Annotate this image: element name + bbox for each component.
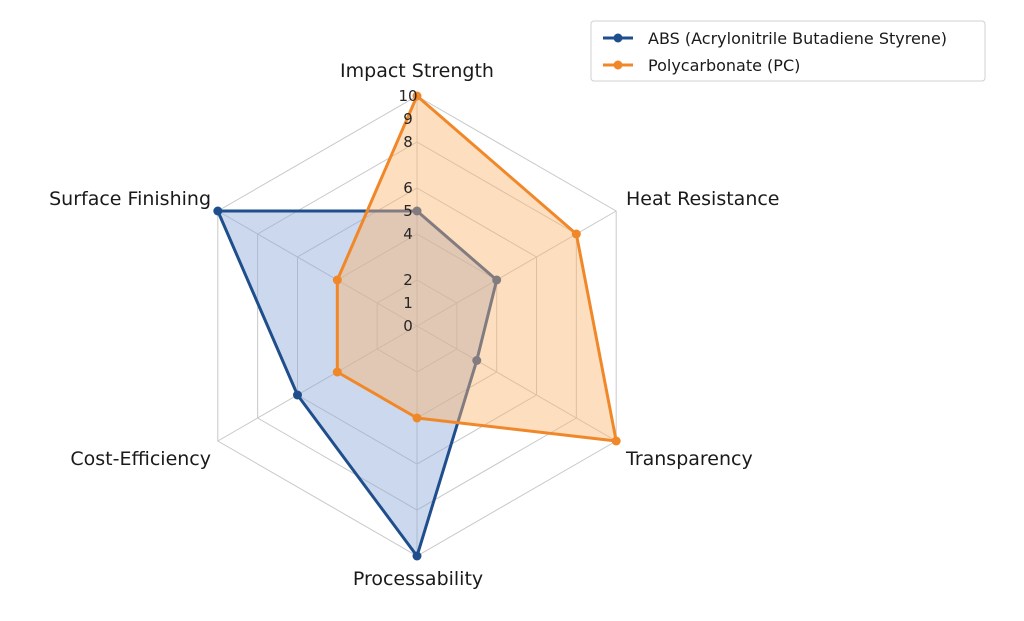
tick-label-6: 6: [403, 179, 413, 197]
axis-label-surface-finishing: Surface Finishing: [49, 188, 211, 210]
axis-label-heat-resistance: Heat Resistance: [626, 188, 780, 210]
grid-spoke-cost-efficiency: [217, 325, 418, 442]
data-point-pc-cost-efficiency: [332, 367, 342, 377]
legend-label-abs: ABS (Acrylonitrile Butadiene Styrene): [648, 29, 947, 48]
series-area-pc: [337, 96, 617, 441]
grid-spoke-transparency: [416, 325, 617, 442]
grid-spoke-surface-finishing: [217, 210, 418, 327]
tick-label-1: 1: [403, 294, 413, 312]
legend-label-pc: Polycarbonate (PC): [648, 56, 800, 75]
data-point-abs-surface-finishing: [213, 206, 223, 216]
tick-label-0: 0: [403, 317, 413, 335]
data-point-pc-processability: [412, 413, 422, 423]
data-point-abs-cost-efficiency: [292, 390, 302, 400]
radar-series: [213, 91, 621, 561]
tick-label-4: 4: [403, 225, 413, 243]
tick-label-5: 5: [403, 202, 413, 220]
data-point-pc-transparency: [611, 436, 621, 446]
axis-label-cost-efficiency: Cost-Efficiency: [70, 448, 211, 470]
tick-label-8: 8: [403, 133, 413, 151]
legend-marker-pc: [613, 60, 623, 70]
axis-label-transparency: Transparency: [625, 448, 753, 470]
legend-frame: [590, 20, 986, 82]
axis-labels: Impact Strength Heat Resistance Transparen…: [49, 60, 779, 590]
data-point-pc-surface-finishing: [332, 275, 342, 285]
data-point-abs-impact-strength: [412, 206, 422, 216]
data-point-abs-transparency: [472, 356, 482, 365]
data-point-pc-impact-strength: [412, 91, 422, 101]
grid-spoke-heat-resistance: [416, 210, 617, 327]
data-point-pc-heat-resistance: [571, 229, 581, 239]
data-point-abs-processability: [412, 551, 422, 561]
legend: ABS (Acrylonitrile Butadiene Styrene) Po…: [590, 20, 986, 82]
axis-label-impact-strength: Impact Strength: [340, 60, 494, 82]
radial-ticks: 0 1 2 4 5 6 8 9 10: [398, 87, 417, 335]
tick-label-2: 2: [403, 271, 413, 289]
legend-marker-abs: [613, 33, 623, 43]
axis-label-processability: Processability: [353, 568, 483, 590]
data-point-abs-heat-resistance: [492, 275, 502, 285]
tick-label-9: 9: [403, 110, 413, 128]
tick-label-10: 10: [398, 87, 417, 105]
